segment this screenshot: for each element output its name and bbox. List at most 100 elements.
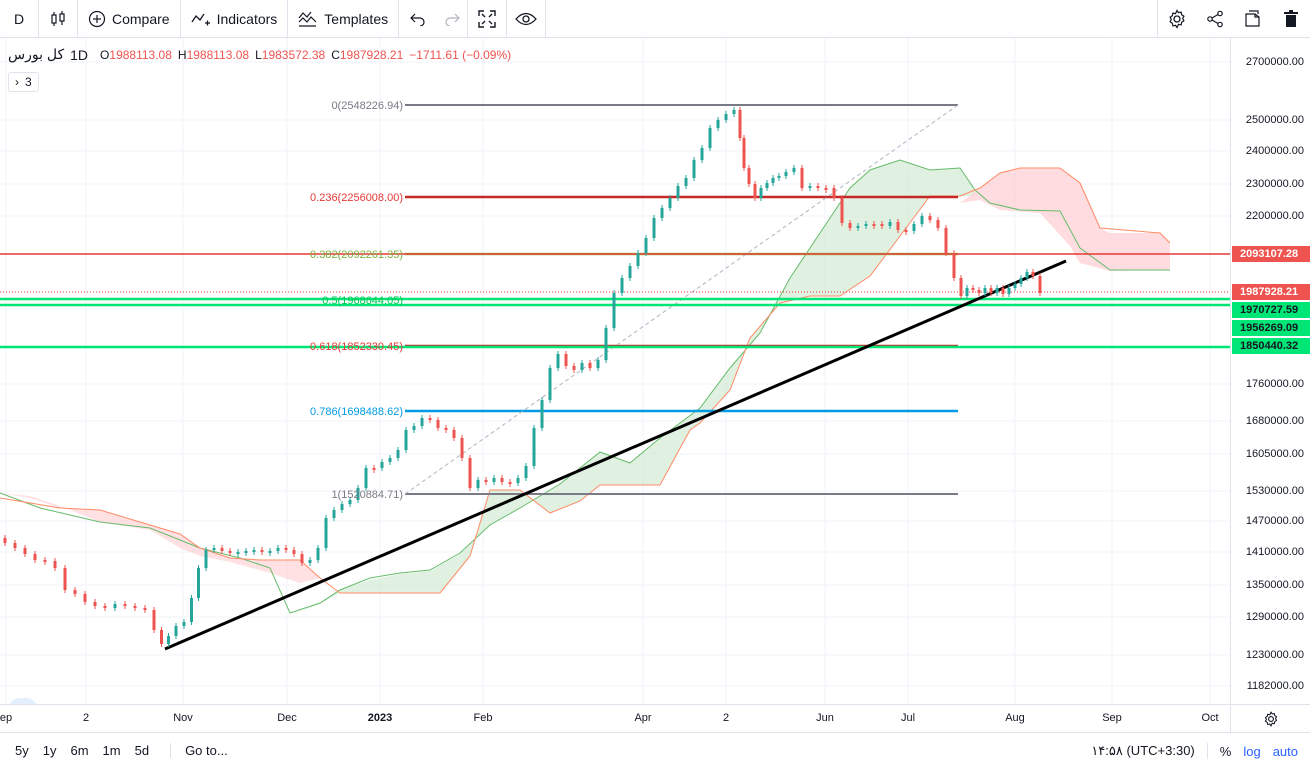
candle-body (580, 363, 584, 370)
open-label: O (100, 47, 110, 62)
timezone-clock[interactable]: ۱۴:۵۸ (UTC+3:30) (1091, 743, 1208, 759)
candle-body (404, 430, 408, 450)
price-tag: 1970727.59 (1232, 302, 1310, 318)
fullscreen-icon[interactable] (468, 0, 506, 38)
candle-body (840, 198, 844, 223)
candle-body (428, 418, 432, 420)
symbol-name[interactable]: کل بورس (8, 46, 65, 62)
time-tick: Aug (1005, 712, 1025, 724)
redo-icon[interactable] (437, 0, 467, 38)
axis-settings-button[interactable] (1230, 704, 1310, 732)
gear-icon[interactable] (1158, 0, 1196, 38)
indicators-toggle[interactable]: › 3 (8, 72, 39, 92)
candle-body (143, 608, 147, 610)
candle-body (700, 148, 704, 160)
candle-body (848, 223, 852, 228)
close-value: 1987928.21 (339, 47, 404, 62)
candle-body (284, 548, 288, 550)
symbol-label: D (13, 10, 25, 27)
candle-body (167, 636, 170, 644)
candle-body (904, 230, 908, 232)
high-value: 1988113.08 (186, 47, 250, 62)
price-tag: 1850440.32 (1232, 338, 1310, 354)
tradingview-logo[interactable] (8, 698, 38, 704)
price-tick: 2400000.00 (1245, 145, 1304, 157)
candle-body (753, 184, 757, 198)
range-5y[interactable]: 5y (15, 743, 29, 758)
time-tick: Jun (816, 712, 834, 724)
low-label: L (255, 47, 262, 62)
candle-body (816, 186, 820, 188)
candle-body (959, 278, 963, 296)
candle-body (444, 428, 448, 430)
candle-body (832, 188, 836, 198)
chart-pane[interactable]: 0(2548226.94) 0.236(2256008.00) 0.382(2092… (0, 38, 1230, 704)
price-axis[interactable]: 2700000.00 2500000.00 2400000.00 2300000.00… (1230, 38, 1310, 704)
range-6m[interactable]: 6m (70, 743, 89, 758)
candle-body (912, 224, 916, 231)
time-tick: 2 (722, 712, 730, 724)
compare-button[interactable]: Compare (78, 0, 180, 38)
price-tick: 1182000.00 (1246, 680, 1304, 692)
auto-toggle[interactable]: auto (1272, 743, 1298, 759)
candle-body (43, 560, 47, 562)
candle-body (936, 220, 940, 228)
plus-circle-icon (88, 10, 106, 27)
templates-button[interactable]: Templates (288, 0, 398, 38)
candle-body (532, 428, 536, 466)
candle-body (636, 253, 640, 266)
candle-body (292, 550, 296, 554)
candle-body (83, 594, 87, 602)
candle-body (460, 438, 464, 458)
fib-level-label: 0(2548226.94) (331, 100, 403, 112)
fib-level-label: 0.5(1968644.05) (322, 295, 403, 307)
candle-body (33, 554, 37, 560)
candle-body (1007, 288, 1011, 294)
time-tick: Feb (473, 712, 493, 724)
candle-body (13, 543, 17, 548)
trash-icon[interactable] (1272, 0, 1310, 38)
fib-level-label: 1(1520884.71) (331, 489, 403, 501)
candles-icon[interactable] (39, 0, 77, 38)
time-tick: ep (0, 712, 13, 724)
candle-body (644, 238, 648, 253)
percent-toggle[interactable]: % (1219, 743, 1232, 759)
time-axis[interactable]: ep 2 Nov Dec 2023 Feb Apr 2 Jun Jul Aug Sep Oct (0, 704, 1230, 732)
share-icon[interactable] (1196, 0, 1234, 38)
price-tick: 1760000.00 (1245, 378, 1304, 390)
low-value: 1983572.38 (261, 47, 326, 62)
fib-level-label: 0.236(2256008.00) (310, 192, 403, 204)
candle-body (324, 518, 328, 548)
time-tick: 2023 (367, 712, 393, 724)
undo-icon[interactable] (399, 0, 437, 38)
candle-body (3, 538, 7, 543)
symbol-search-button[interactable]: D (0, 0, 38, 38)
price-tick: 1680000.00 (1245, 415, 1304, 427)
price-chart[interactable]: 0(2548226.94) 0.236(2256008.00) 0.382(2092… (0, 38, 1230, 704)
range-1y[interactable]: 1y (42, 743, 57, 758)
candle-body (63, 568, 67, 590)
candle-body (989, 288, 993, 293)
indicators-button[interactable]: Indicators (181, 0, 288, 38)
goto-button[interactable]: Go to... (170, 743, 228, 758)
price-tick: 1470000.00 (1245, 515, 1304, 527)
range-5d[interactable]: 5d (134, 743, 150, 758)
candle-body (396, 450, 400, 458)
log-toggle[interactable]: log (1243, 743, 1261, 759)
timeframe: 1D (70, 46, 89, 63)
candle-body (747, 168, 751, 184)
candle-body (204, 550, 208, 568)
candle-body (73, 590, 77, 594)
price-tick: 1290000.00 (1245, 611, 1304, 623)
snapshot-icon[interactable] (1234, 0, 1272, 38)
range-1m[interactable]: 1m (102, 743, 121, 758)
candle-body (1038, 276, 1042, 293)
templates-icon (298, 11, 317, 27)
indicators-icon (191, 13, 210, 25)
fib-level-label: 0.382(2092261.35) (310, 249, 403, 261)
candle-body (620, 278, 624, 293)
price-tag: 1956269.09 (1232, 320, 1310, 336)
eye-icon[interactable] (507, 0, 545, 38)
top-toolbar: D Compare Indicators Templates (0, 0, 1310, 38)
time-tick: 2 (82, 712, 90, 724)
